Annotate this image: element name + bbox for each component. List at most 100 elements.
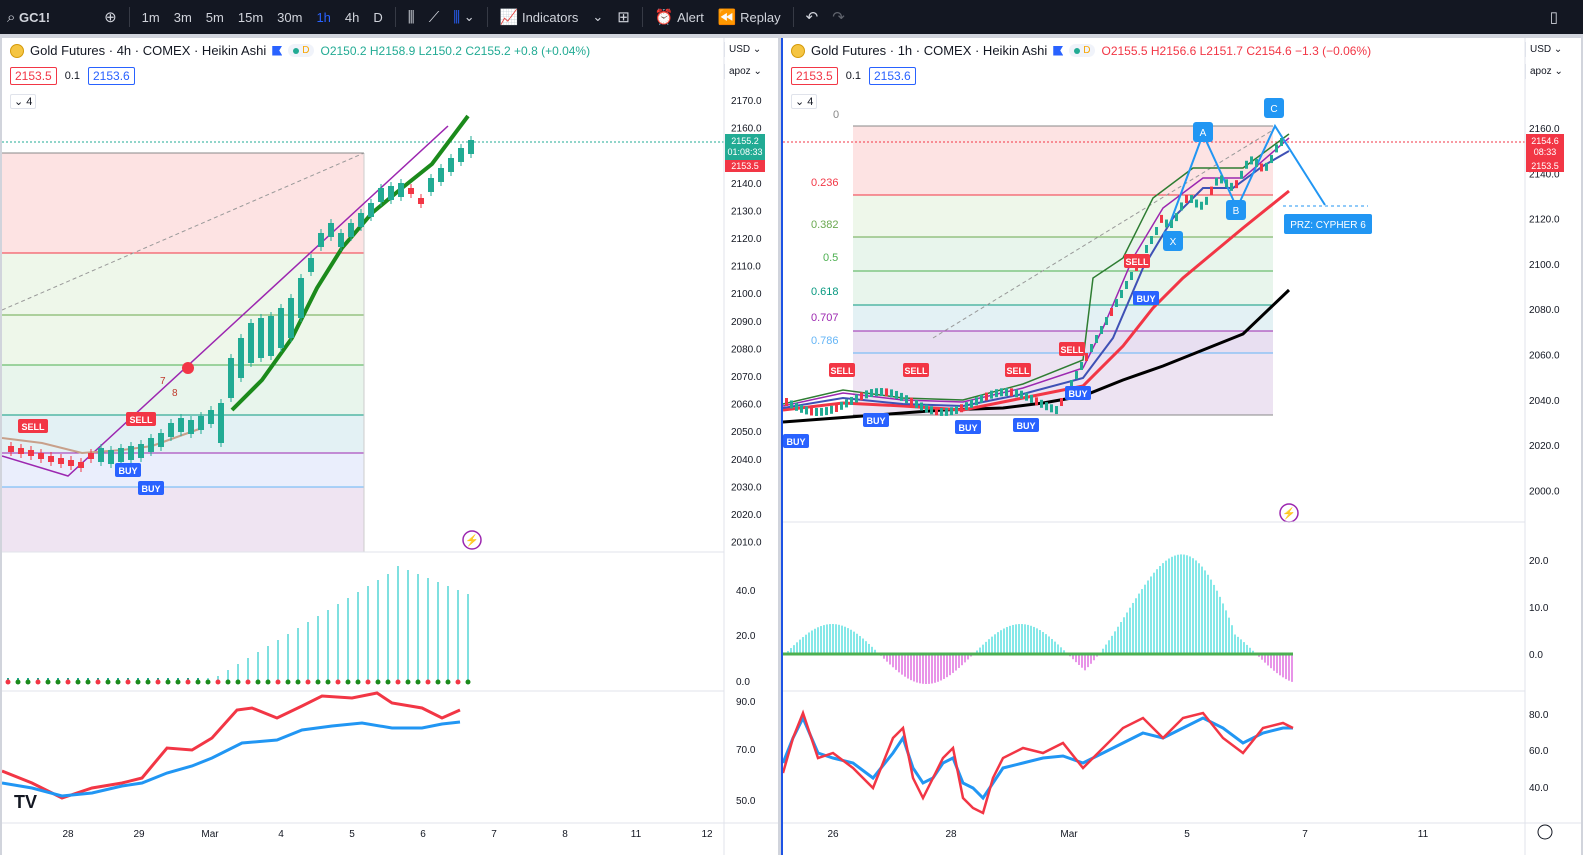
layouts-button[interactable]: ⊞ [610,0,637,34]
indicators-collapse-button[interactable]: ⌄ 4 [10,94,37,109]
market-status[interactable]: D [1069,44,1096,57]
interval-15m[interactable]: 15m [237,9,264,25]
time-tick: 26 [827,829,839,840]
currency-select[interactable]: USD ⌄ [1525,42,1575,57]
bar-style-button[interactable]: ⫼ [401,0,422,34]
status-letter: D [1083,45,1091,56]
candle [825,407,828,416]
time-tick: Mar [201,829,219,840]
fib-zone [853,271,1273,305]
undo-button[interactable]: ↶ [799,0,826,34]
right-chart-pane[interactable]: 0 0.236 0.382 0.5 0.618 0.707 0.786 A B … [781,38,1581,855]
pattern-point-a [1193,122,1213,142]
flag-icon[interactable] [1053,45,1064,56]
pattern-label: B [1233,206,1240,217]
redo-button[interactable]: ↷ [825,0,852,34]
interval-1m[interactable]: 1m [141,9,160,25]
alert-button[interactable]: ⏰ Alert [648,0,711,34]
candle [98,448,104,462]
market-status[interactable]: D [288,44,315,57]
time-tick: 6 [420,829,426,840]
settings-gear-icon[interactable] [1537,824,1553,840]
flag-icon[interactable] [272,45,283,56]
lightning-icon[interactable] [462,530,482,550]
interval-3m[interactable]: 3m [173,9,192,25]
buy-signal [955,420,981,434]
osc-dot [225,679,231,685]
interval-30m[interactable]: 30m [277,9,303,25]
candle [1105,317,1108,325]
right-legend: Gold Futures · 1h · COMEX · Heikin Ashi … [791,43,1371,58]
candle [995,389,998,398]
candle [388,186,394,200]
sell-signal [903,363,929,377]
rsi-slow-line [783,714,1293,801]
panel-toggle-button[interactable]: ▯ [1543,0,1565,34]
buy-signal-label: BUY [786,437,805,447]
candle [1120,290,1123,298]
candle [1060,398,1063,406]
price-tick: 2030.0 [731,482,762,493]
indicators-button[interactable]: 📈 Indicators [493,0,586,34]
price-tick: 2050.0 [731,427,762,438]
price-tick: 2120.0 [731,234,762,245]
chart-title[interactable]: Gold Futures · 4h · COMEX · Heikin Ashi [30,43,267,58]
candle [278,308,284,348]
left-chart-canvas[interactable]: SELL SELL BUY BUY 7 8 ⚡ TV 2170.02160.02… [2,38,778,855]
osc-dot [85,679,91,685]
buy-signal [1013,418,1039,432]
fib-label: 0.786 [811,335,839,347]
pattern-point-c [1264,98,1284,118]
osc-dot [65,679,71,685]
interval-D[interactable]: D [373,9,383,25]
unit-select[interactable]: apoz ⌄ [1525,64,1575,79]
price-tick: 2020.0 [731,510,762,521]
right-chart-canvas[interactable]: 0 0.236 0.382 0.5 0.618 0.707 0.786 A B … [783,38,1581,855]
replay-button[interactable]: ⏪ Replay [711,0,788,34]
osc-dot [335,679,341,685]
osc-dot [315,679,321,685]
separator [792,7,794,27]
heikin-ashi-button[interactable]: ⫼ ⌄ [446,0,481,34]
osc-dot [35,679,41,685]
osc-dot [305,679,311,685]
osc-dot [415,679,421,685]
gold-coin-icon [10,43,24,58]
pattern-point-x [1163,231,1183,251]
interval-1h[interactable]: 1h [316,9,331,25]
buy-price-button[interactable]: 2153.6 [88,67,135,85]
interval-5m[interactable]: 5m [205,9,224,25]
compare-button[interactable]: ⊕ [97,0,124,34]
sell-signal [829,363,855,377]
unit-select[interactable]: apoz ⌄ [724,64,774,79]
line-chart-icon: ⟋ [428,8,440,26]
osc-tick: 0.0 [736,677,750,688]
chart-style-button[interactable]: ⟋ [422,0,447,34]
candle [368,203,374,217]
interval-4h[interactable]: 4h [344,9,360,25]
fib-label: 0 [833,109,839,121]
search-icon: ⌕ [7,8,16,26]
currency-select[interactable]: USD ⌄ [724,42,774,57]
sell-price-button[interactable]: 2153.5 [791,67,838,85]
candle [1195,199,1198,208]
left-chart-pane[interactable]: SELL SELL BUY BUY 7 8 ⚡ TV 2170.0 2160.0 2… [2,38,778,855]
buy-price-button[interactable]: 2153.6 [869,67,916,85]
candle [920,402,923,411]
sell-signal [1005,363,1031,377]
candle [870,389,873,398]
pattern-label: A [1200,128,1207,139]
indicators-dropdown[interactable]: ⌄ [585,0,610,34]
sell-price-button[interactable]: 2153.5 [10,67,57,85]
indicators-collapse-button[interactable]: ⌄ 4 [791,94,818,109]
candle [178,418,184,432]
buy-signal-label: BUY [958,423,977,433]
candle [458,148,464,162]
symbol-search[interactable]: ⌕ GC1! [0,0,57,34]
buy-signal-label: BUY [1016,421,1035,431]
rsi-tick: 60.0 [1529,746,1549,757]
time-tick: 11 [631,829,642,840]
open-value: O2150.2 [320,43,367,58]
chart-title[interactable]: Gold Futures · 1h · COMEX · Heikin Ashi [811,43,1048,58]
candle [8,446,14,452]
